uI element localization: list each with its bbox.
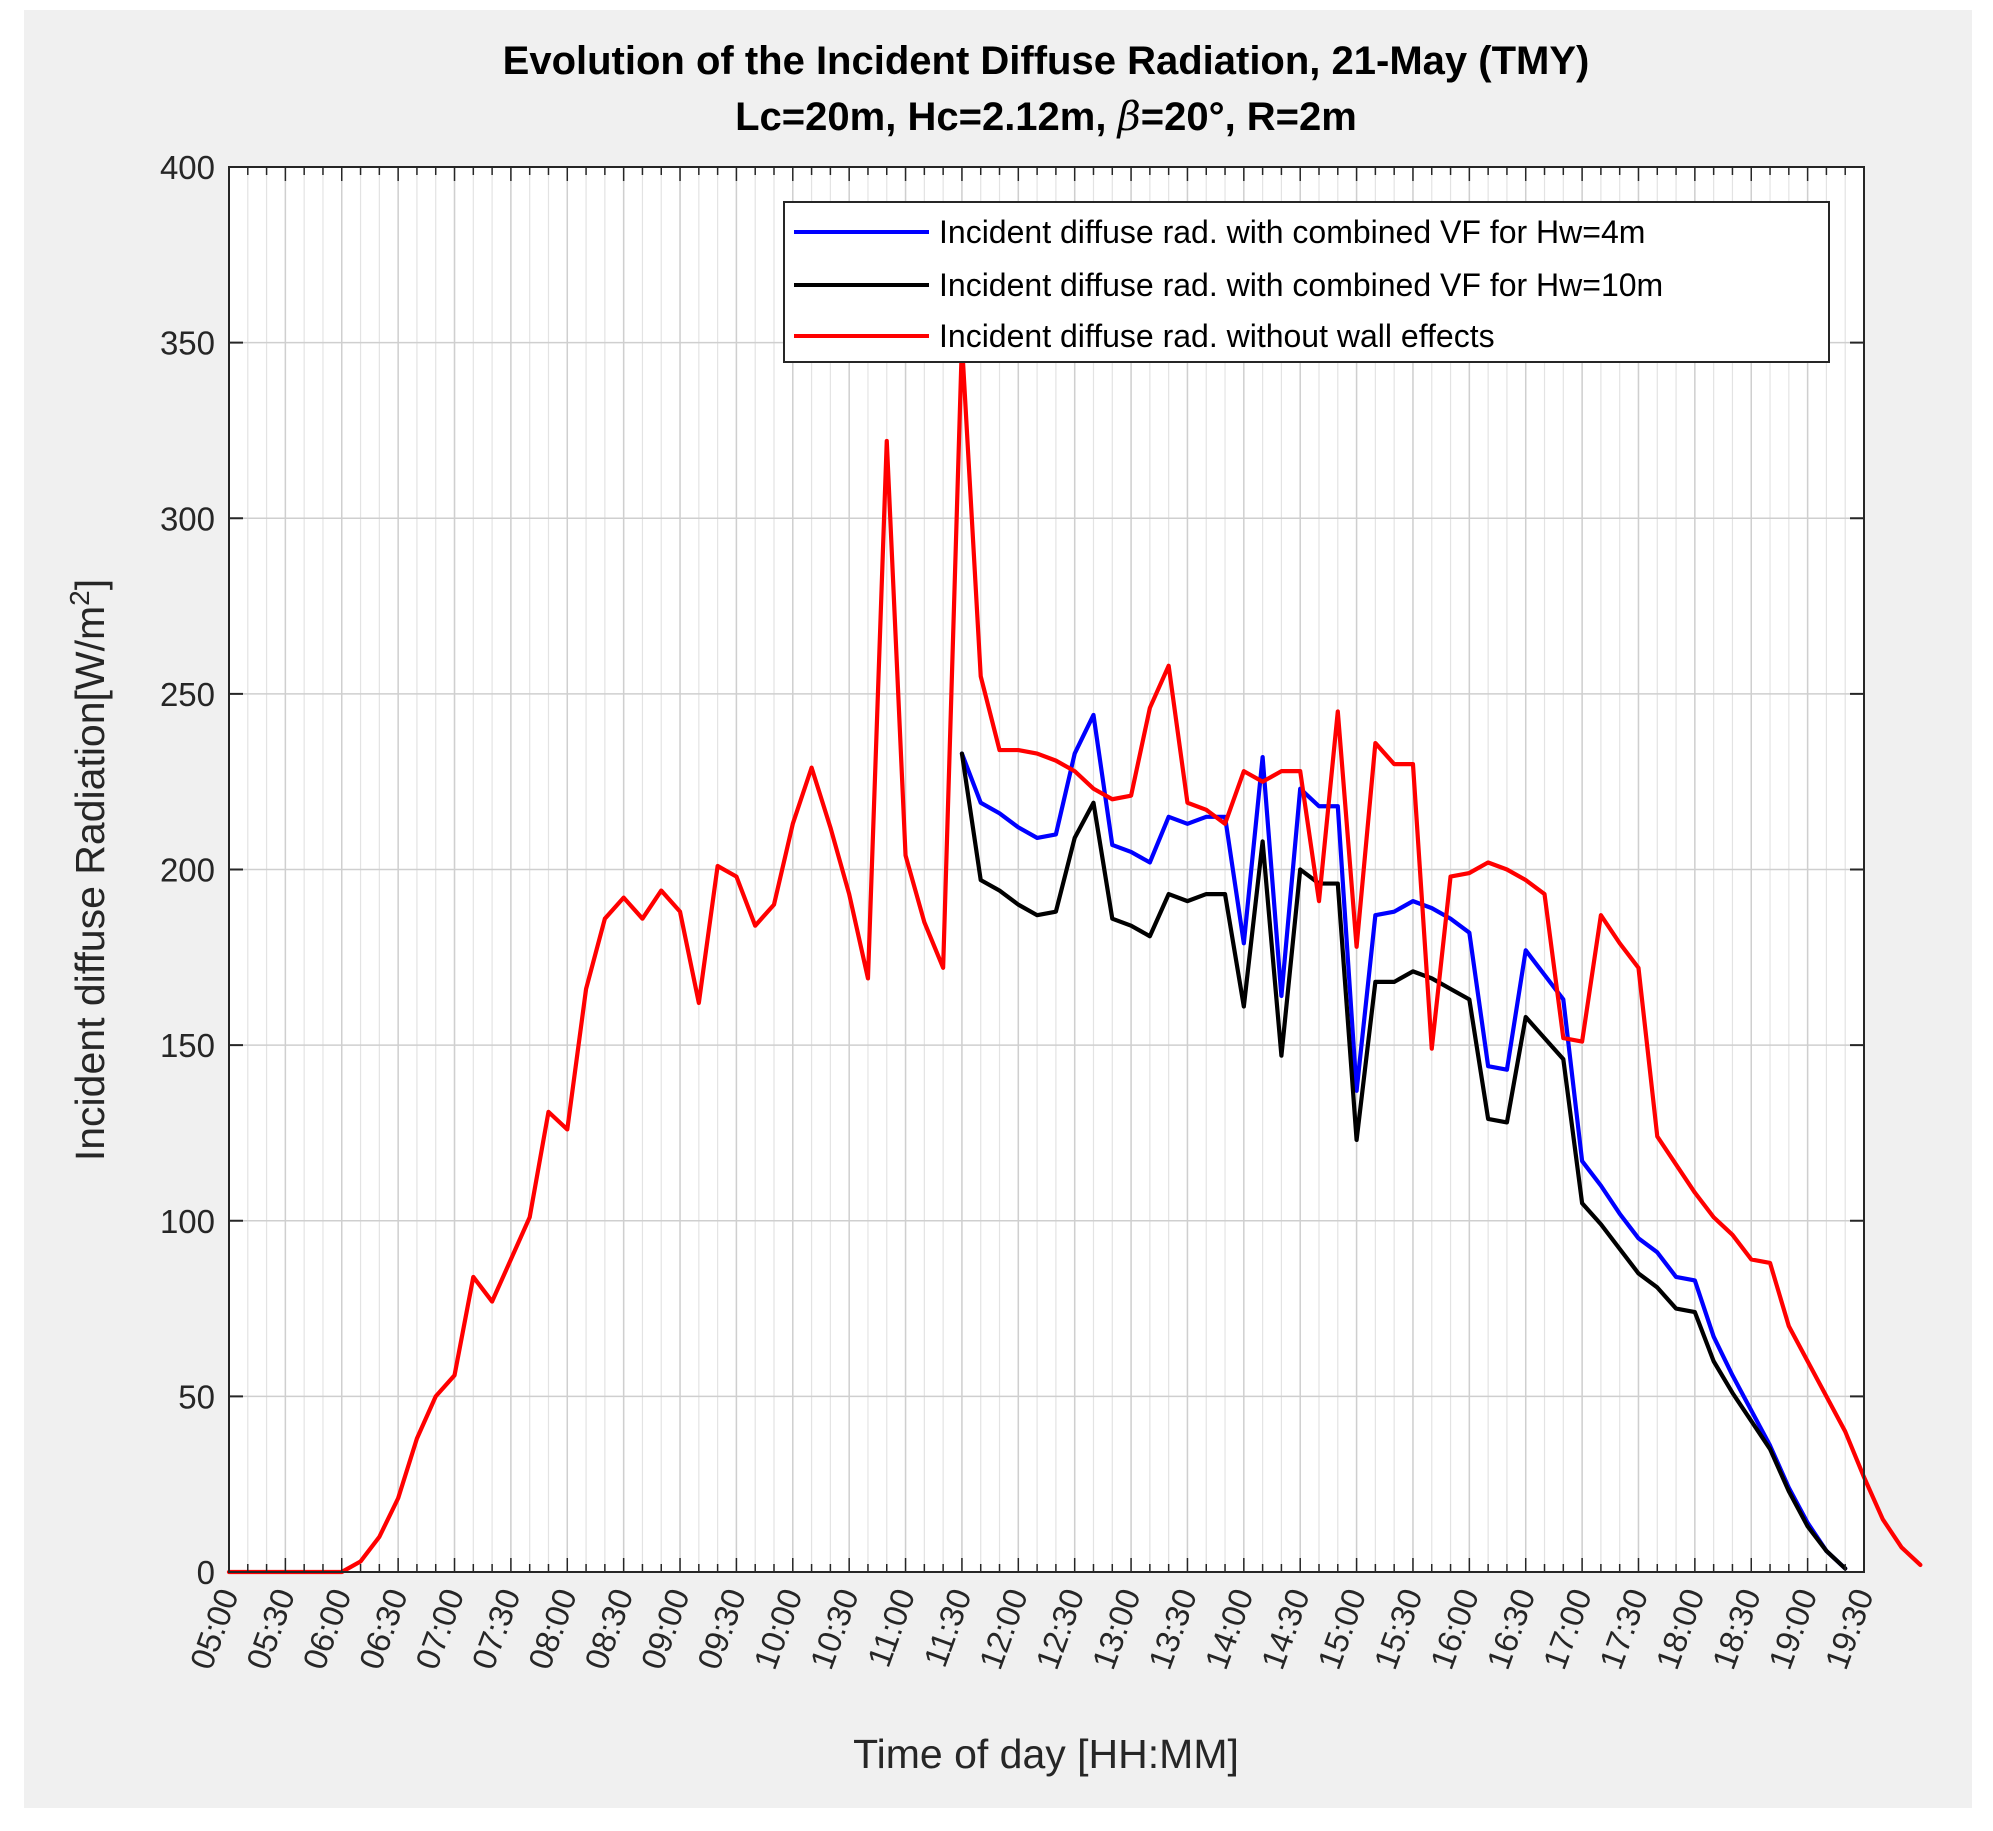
x-tick-label: 07:30: [464, 1584, 527, 1674]
beta-symbol: β: [1116, 94, 1141, 140]
x-tick-label: 16:30: [1479, 1584, 1542, 1674]
legend-label-hw4: Incident diffuse rad. with combined VF f…: [939, 214, 1645, 250]
legend-label-hw10: Incident diffuse rad. with combined VF f…: [939, 267, 1663, 303]
title-params-suffix: =20°, R=2m: [1141, 95, 1357, 139]
x-tick-label: 18:30: [1705, 1584, 1768, 1674]
x-tick-label: 12:30: [1028, 1584, 1091, 1674]
x-tick-label: 16:00: [1423, 1584, 1486, 1674]
y-axis-label-main: Incident diffuse Radiation[W/m: [67, 606, 113, 1161]
x-tick-label: 12:00: [972, 1584, 1035, 1674]
series-layer: [226, 340, 1923, 1575]
y-tick-label: 0: [197, 1554, 215, 1591]
x-tick-label: 09:00: [634, 1584, 697, 1674]
y-axis: 0 50 100 150 200 250 300 350 400: [160, 149, 1864, 1591]
y-tick-label: 250: [160, 676, 215, 713]
x-tick-label: 05:30: [239, 1584, 302, 1674]
figure-background: 0 50 100 150 200 250 300 350 400 05:00 05:30 06:00…: [24, 10, 1972, 1808]
y-tick-label: 350: [160, 325, 215, 362]
legend-label-no-wall: Incident diffuse rad. without wall effec…: [939, 318, 1495, 354]
title-params-prefix: Lc=20m, Hc=2.12m,: [735, 95, 1117, 139]
chart-title-line1: Evolution of the Incident Diffuse Radiat…: [503, 39, 1590, 83]
series-line-0: [959, 712, 1848, 1571]
x-tick-label: 17:30: [1592, 1584, 1655, 1674]
x-tick-label: 07:00: [408, 1584, 471, 1674]
y-axis-label: Incident diffuse Radiation[W/m2]: [64, 579, 114, 1161]
x-tick-label: 13:30: [1141, 1584, 1204, 1674]
chart-title-line2: Lc=20m, Hc=2.12m, β=20°, R=2m: [735, 94, 1357, 140]
x-tick-label: 15:30: [1367, 1584, 1430, 1674]
y-axis-label-sup: 2: [64, 590, 95, 606]
x-tick-label: 05:00: [183, 1584, 246, 1674]
x-tick-label: 09:30: [690, 1584, 753, 1674]
x-tick-label: 10:00: [746, 1584, 809, 1674]
x-tick-label: 11:30: [916, 1584, 978, 1672]
x-tick-label: 08:30: [577, 1584, 640, 1674]
x-tick-label: 08:00: [521, 1584, 584, 1674]
y-tick-label: 200: [160, 852, 215, 889]
y-tick-label: 150: [160, 1027, 215, 1064]
x-tick-label: 10:30: [803, 1584, 866, 1674]
x-tick-label: 06:00: [295, 1584, 358, 1674]
series-line-2: [226, 340, 1923, 1575]
y-tick-label: 300: [160, 500, 215, 537]
line-chart: 0 50 100 150 200 250 300 350 400 05:0005:3006:00…: [64, 39, 1923, 1777]
legend-box: [783, 201, 1830, 363]
y-tick-label: 400: [160, 149, 215, 186]
y-tick-label: 100: [160, 1203, 215, 1240]
x-tick-label: 14:00: [1197, 1584, 1260, 1674]
legend: Incident diffuse rad. with combined VF f…: [783, 201, 1830, 363]
series-line-1: [959, 751, 1848, 1571]
y-tick-label: 50: [178, 1378, 215, 1415]
x-tick-label: 11:00: [860, 1584, 922, 1672]
x-tick-label: 17:00: [1536, 1584, 1599, 1674]
x-tick-label: 15:00: [1310, 1584, 1373, 1674]
x-tick-label: 18:00: [1648, 1584, 1711, 1674]
x-tick-label: 19:00: [1761, 1584, 1824, 1674]
x-axis-label: Time of day [HH:MM]: [853, 1731, 1239, 1777]
y-axis-label-end: ]: [67, 579, 113, 590]
x-tick-label: 13:00: [1085, 1584, 1148, 1674]
x-tick-label: 19:30: [1818, 1584, 1881, 1674]
x-tick-label: 14:30: [1254, 1584, 1317, 1674]
x-tick-label: 06:30: [352, 1584, 415, 1674]
